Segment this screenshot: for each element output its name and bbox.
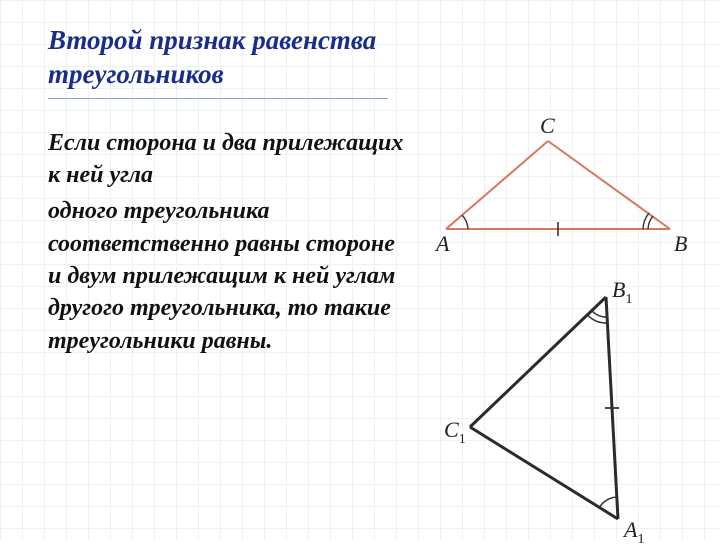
side-ac <box>446 141 548 229</box>
theorem-para-1: Если сторона и два прилежащих к ней угла <box>48 127 408 192</box>
theorem-para-2: одного треугольника соответственно равны… <box>48 195 408 357</box>
angle-arc-b1-1 <box>592 311 607 317</box>
triangle-a1b1c1: A1 B1 C1 <box>438 277 698 547</box>
label-b1: B1 <box>612 277 632 307</box>
body-row: Если сторона и два прилежащих к ней угла… <box>48 127 690 521</box>
label-b: B <box>674 231 687 256</box>
label-c1: C1 <box>444 417 466 447</box>
angle-arc-a1 <box>599 497 617 508</box>
figure-column: A B C A1 <box>416 127 690 521</box>
side-b1c1 <box>470 297 606 427</box>
triangle-abc: A B C <box>418 109 708 269</box>
side-a1c1 <box>470 427 618 519</box>
angle-arc-a <box>462 215 468 229</box>
side-bc <box>548 141 670 229</box>
label-a1: A1 <box>622 517 644 547</box>
angle-arc-b-1 <box>648 216 653 229</box>
label-c: C <box>540 113 555 138</box>
label-a: A <box>434 231 450 256</box>
theorem-text: Если сторона и два прилежащих к ней угла… <box>48 127 408 521</box>
slide-title: Второй признак равенства треугольников <box>48 24 388 99</box>
slide-content: Второй признак равенства треугольников Е… <box>0 0 720 540</box>
